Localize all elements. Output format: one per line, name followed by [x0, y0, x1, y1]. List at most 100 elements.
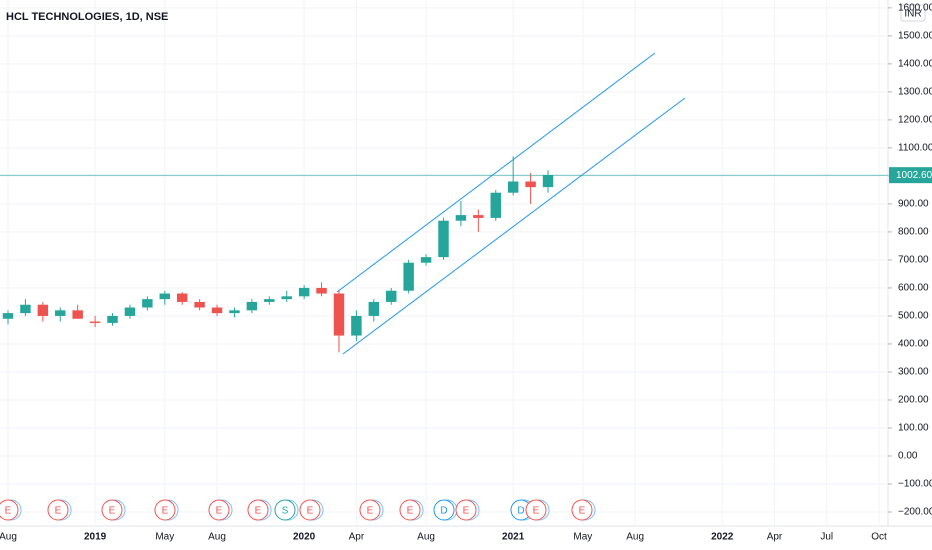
event-marker	[359, 499, 381, 521]
event-marker	[247, 499, 269, 521]
x-tick-label: Aug	[0, 532, 17, 543]
last-price-badge	[889, 167, 932, 184]
event-marker	[299, 499, 321, 521]
event-marker	[47, 499, 69, 521]
x-tick-label: Aug	[208, 532, 226, 543]
grid	[0, 0, 888, 526]
currency-badge[interactable]	[900, 4, 926, 22]
candle-body	[420, 257, 432, 263]
event-label: E	[463, 506, 470, 517]
event-marker	[571, 499, 593, 521]
event-marker	[208, 499, 230, 521]
candle-body	[281, 296, 292, 300]
candle-body	[55, 310, 66, 316]
y-tick-label: 1600.00	[898, 2, 932, 13]
candle-body	[351, 315, 362, 336]
candle-body	[316, 287, 327, 294]
candle-body	[20, 304, 31, 314]
x-tick-label: 2020	[293, 532, 316, 543]
y-tick-label: 1300.00	[898, 87, 932, 98]
event-label: E	[255, 506, 262, 517]
event-label: E	[55, 506, 62, 517]
event-label: E	[162, 506, 169, 517]
candle-body	[298, 287, 310, 297]
y-tick-label: 700.00	[898, 255, 929, 266]
event-marker	[274, 499, 296, 521]
y-tick-label: 300.00	[898, 367, 929, 378]
event-marker	[525, 499, 547, 521]
candle-body	[507, 181, 519, 193]
candle-body	[473, 215, 484, 218]
candle-body	[72, 310, 83, 319]
candle-body	[176, 293, 188, 302]
y-tick-label: 900.00	[898, 199, 929, 210]
y-tick-label: 1200.00	[898, 115, 932, 126]
x-tick-label: Aug	[626, 532, 644, 543]
y-tick-label: 200.00	[898, 395, 929, 406]
currency[interactable]: INR	[904, 9, 921, 20]
event-marker	[154, 499, 176, 521]
x-tick-label: Apr	[349, 532, 365, 543]
x-tick-label: May	[155, 532, 174, 543]
event-marker	[101, 499, 123, 521]
channel-lower	[342, 97, 686, 355]
candle-body	[229, 310, 240, 314]
event-label: D	[517, 506, 524, 517]
event-label: E	[5, 506, 12, 517]
y-tick-label: 100.00	[898, 423, 929, 434]
candle-body	[525, 181, 536, 188]
event-label: E	[579, 506, 586, 517]
candle-body	[490, 192, 501, 218]
candle-body	[2, 313, 14, 319]
last-price-label: 1002.60	[896, 170, 932, 181]
x-tick-label: 2022	[711, 532, 734, 543]
x-tick-label: Oct	[871, 532, 887, 543]
candle-body	[107, 315, 118, 323]
candle-body	[368, 301, 380, 316]
event-label: E	[109, 506, 116, 517]
x-tick-label: 2019	[84, 532, 107, 543]
y-tick-label: 1100.00	[898, 143, 932, 154]
event-label: E	[307, 506, 314, 517]
y-tick-label: −100.00	[898, 479, 932, 490]
y-tick-label: 1400.00	[898, 59, 932, 70]
candle-body	[159, 293, 171, 300]
event-label: E	[367, 506, 374, 517]
candle-body	[142, 299, 153, 308]
candle-body	[124, 307, 136, 316]
candle-body	[438, 220, 449, 258]
event-label: D	[440, 506, 447, 517]
y-tick-label: −200.00	[898, 507, 932, 518]
channel-upper	[336, 52, 656, 293]
candle-body	[333, 293, 345, 336]
y-tick-label: 1500.00	[898, 30, 932, 41]
candle-body	[455, 215, 467, 221]
y-tick-label: 600.00	[898, 283, 929, 294]
event-label: E	[533, 506, 540, 517]
candle-body	[386, 290, 397, 302]
event-marker	[455, 499, 477, 521]
plot	[2, 52, 686, 355]
x-tick-label: 2021	[502, 532, 525, 543]
event-marker	[399, 499, 421, 521]
candle-body	[403, 262, 414, 291]
candle-body	[542, 175, 554, 188]
y-tick-label: 500.00	[898, 311, 929, 322]
y-tick-label: 800.00	[898, 227, 929, 238]
chart-title: HCL TECHNOLOGIES, 1D, NSE	[6, 11, 168, 23]
event-label: E	[407, 506, 414, 517]
candle-body	[211, 307, 223, 314]
x-tick-label: Apr	[767, 532, 783, 543]
x-tick-label: Aug	[417, 532, 435, 543]
y-tick-label: 400.00	[898, 339, 929, 350]
x-tick-label: May	[573, 532, 592, 543]
candle-body	[194, 301, 205, 308]
candle-body	[37, 304, 49, 316]
event-label: E	[216, 506, 223, 517]
candle-body	[89, 321, 101, 323]
event-label: S	[282, 506, 289, 517]
candle-body	[264, 299, 275, 302]
